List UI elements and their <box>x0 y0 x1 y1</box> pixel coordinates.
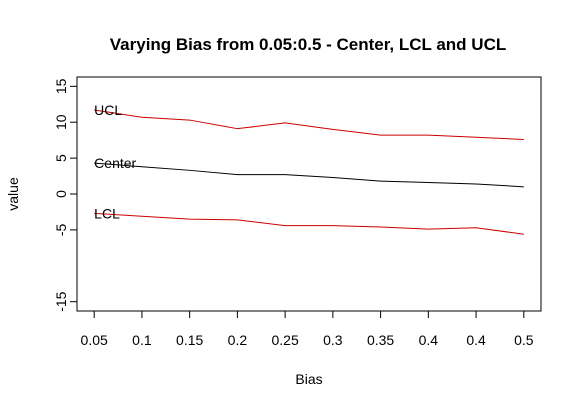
plot-frame <box>76 76 542 312</box>
series-label-center: Center <box>94 155 136 171</box>
x-tick-label: 0.25 <box>272 332 299 348</box>
x-tick-label: 0.1 <box>132 332 152 348</box>
y-tick-label: 10 <box>53 114 69 130</box>
x-tick-label: 0.4 <box>419 332 439 348</box>
chart-title: Varying Bias from 0.05:0.5 - Center, LCL… <box>110 35 506 54</box>
series-line-lcl <box>94 212 524 235</box>
y-axis: -15 -5 0 5 10 15 <box>53 78 77 312</box>
y-tick-label: 5 <box>53 154 69 162</box>
x-axis: 0.05 0.1 0.15 0.2 0.25 0.3 0.35 0.4 0.4 0.5 <box>81 311 534 348</box>
x-axis-label: Bias <box>295 371 322 387</box>
series-line-ucl <box>94 109 524 140</box>
series-label-ucl: UCL <box>94 102 122 118</box>
y-tick-label: 15 <box>53 78 69 94</box>
series-group: UCL Center LCL <box>94 102 524 235</box>
x-tick-label: 0.15 <box>176 332 203 348</box>
y-tick-label: -5 <box>53 223 69 236</box>
x-tick-label: 0.35 <box>367 332 394 348</box>
x-tick-label: 0.5 <box>514 332 534 348</box>
y-axis-label: value <box>5 177 21 211</box>
x-tick-label: 0.3 <box>323 332 343 348</box>
series-label-lcl: LCL <box>94 205 120 221</box>
x-tick-label: 0.05 <box>81 332 108 348</box>
series-line-center <box>94 162 524 188</box>
y-tick-label: 0 <box>53 190 69 198</box>
x-tick-label: 0.2 <box>228 332 248 348</box>
x-tick-label: 0.4 <box>466 332 486 348</box>
y-tick-label: -15 <box>53 291 69 311</box>
